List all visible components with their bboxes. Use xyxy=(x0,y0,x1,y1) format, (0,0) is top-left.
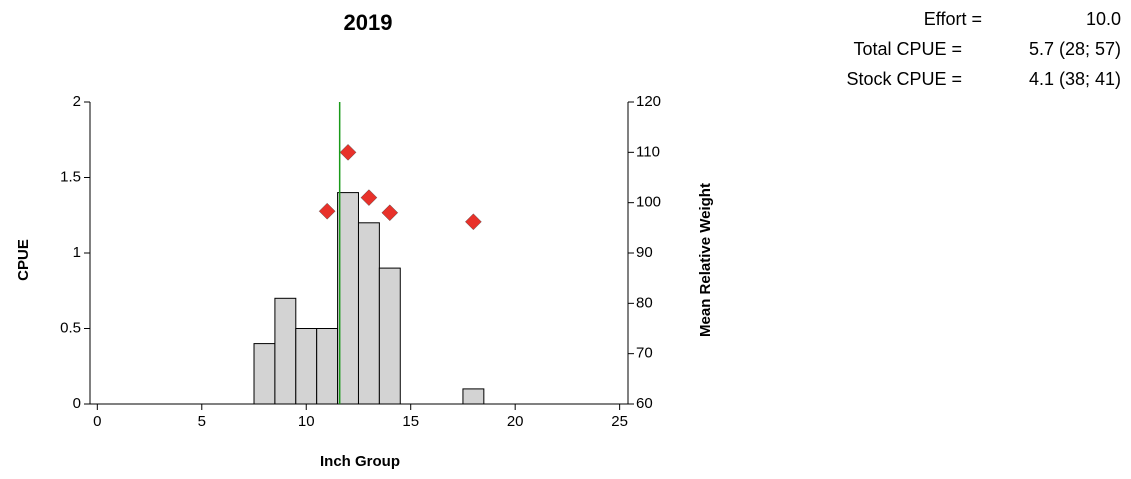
x-tick-label: 15 xyxy=(402,413,419,430)
stat-value: 4.1 (38; 41) xyxy=(1029,69,1121,89)
point xyxy=(318,202,336,220)
y2-tick-label: 70 xyxy=(636,345,653,362)
y-tick-label: 0.5 xyxy=(60,319,81,336)
y2-tick-label: 120 xyxy=(636,93,661,110)
point xyxy=(339,143,357,161)
bar xyxy=(316,328,339,405)
bar xyxy=(357,222,380,405)
x-axis-label: Inch Group xyxy=(320,453,400,470)
y-tick-label: 1.5 xyxy=(60,168,81,185)
x-tick-label: 0 xyxy=(93,413,101,430)
stat-value: 5.7 (28; 57) xyxy=(1029,39,1121,59)
y-axis-label: CPUE xyxy=(15,239,32,281)
x-tick-label: 25 xyxy=(611,413,628,430)
y2-tick-label: 110 xyxy=(636,143,660,160)
stat-label: Effort = xyxy=(924,9,982,29)
bar xyxy=(295,328,318,405)
y2-tick-label: 100 xyxy=(636,194,661,211)
bar xyxy=(462,388,485,405)
point xyxy=(360,189,378,206)
y2-tick-label: 90 xyxy=(636,244,653,261)
y2-tick-label: 60 xyxy=(636,395,653,412)
stat-label: Total CPUE = xyxy=(853,39,962,59)
x-tick-label: 10 xyxy=(298,413,315,430)
point xyxy=(465,213,482,231)
point xyxy=(381,204,399,222)
y-tick-label: 0 xyxy=(73,395,81,412)
bar xyxy=(274,297,297,405)
x-tick-label: 5 xyxy=(198,413,206,430)
stat-label: Stock CPUE = xyxy=(846,69,962,89)
y-tick-label: 2 xyxy=(73,93,81,110)
y2-axis-label: Mean Relative Weight xyxy=(697,183,714,337)
bar xyxy=(378,267,401,405)
y-tick-label: 1 xyxy=(73,244,81,261)
stat-value: 10.0 xyxy=(1086,9,1121,29)
chart-title: 2019 xyxy=(344,10,393,35)
bar xyxy=(253,343,276,405)
x-tick-label: 20 xyxy=(507,413,524,430)
bar xyxy=(337,192,359,405)
y2-tick-label: 80 xyxy=(636,294,653,311)
